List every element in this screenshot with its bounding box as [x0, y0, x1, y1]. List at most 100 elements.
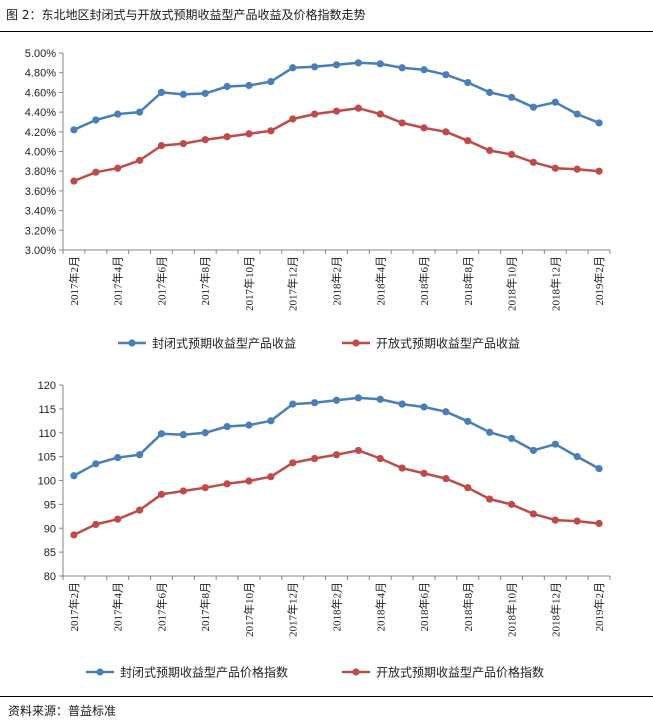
data-point	[289, 64, 297, 72]
data-point	[135, 156, 144, 164]
data-point	[464, 137, 472, 145]
x-tick-label: 2018年6月	[417, 582, 431, 632]
x-tick-label: 2017年2月	[67, 256, 81, 306]
data-point	[354, 104, 362, 112]
y-tick-label: 3.00%	[25, 245, 56, 257]
data-point	[507, 500, 516, 508]
legend-swatch-marker	[96, 668, 104, 676]
data-point	[70, 126, 78, 134]
y-tick-label: 85	[44, 547, 56, 559]
legend-swatch-marker	[128, 339, 136, 347]
data-point	[114, 110, 122, 118]
data-point	[92, 116, 100, 124]
data-point	[135, 108, 144, 116]
data-point	[398, 464, 406, 472]
data-point	[529, 158, 538, 166]
data-point	[442, 128, 450, 136]
data-point	[376, 110, 384, 118]
data-point	[70, 531, 78, 539]
x-tick-label: 2019年2月	[592, 582, 606, 632]
x-tick-label: 2017年12月	[286, 582, 300, 637]
data-point	[267, 473, 275, 481]
data-point	[311, 454, 319, 463]
y-tick-label: 110	[38, 428, 56, 440]
data-point	[573, 517, 581, 525]
data-point	[114, 164, 122, 172]
data-point	[332, 396, 341, 404]
x-tick-label: 2017年10月	[242, 582, 256, 637]
top-rule	[0, 31, 653, 32]
data-point	[332, 61, 341, 69]
y-tick-label: 4.80%	[25, 68, 56, 80]
data-point	[92, 168, 100, 176]
data-point	[135, 506, 144, 514]
data-point	[507, 150, 516, 159]
x-tick-label: 2018年4月	[373, 256, 387, 306]
y-tick-label: 80	[44, 571, 56, 583]
data-point	[267, 417, 275, 425]
data-point	[245, 421, 253, 429]
x-tick-label: 2017年12月	[286, 256, 300, 311]
y-tick-label: 4.20%	[25, 127, 56, 139]
data-point	[398, 400, 406, 408]
data-point	[135, 451, 144, 459]
y-tick-label: 3.80%	[25, 166, 56, 178]
x-tick-label: 2018年2月	[330, 582, 344, 632]
data-point	[245, 477, 253, 485]
data-point	[201, 484, 209, 492]
data-point	[486, 495, 494, 503]
x-tick-label: 2018年12月	[548, 582, 562, 637]
data-point	[332, 107, 341, 115]
x-tick-label: 2017年2月	[67, 582, 81, 632]
data-point	[376, 395, 384, 403]
legend-label: 封闭式预期收益型产品价格指数	[120, 665, 288, 680]
data-point	[179, 140, 187, 148]
data-point	[245, 130, 253, 138]
data-point	[157, 88, 166, 96]
data-point	[354, 394, 362, 402]
x-tick-label: 2018年4月	[373, 582, 387, 632]
data-point	[223, 422, 231, 431]
x-tick-label: 2017年6月	[154, 256, 168, 306]
data-point	[442, 408, 450, 416]
data-point	[551, 440, 559, 448]
data-point	[529, 510, 538, 518]
data-point	[529, 446, 538, 455]
data-point	[289, 459, 297, 467]
data-point	[464, 484, 472, 492]
series-line-1	[73, 449, 600, 537]
x-tick-label: 2017年4月	[111, 582, 125, 632]
data-point	[420, 403, 428, 411]
data-point	[157, 490, 166, 498]
data-point	[551, 164, 559, 172]
data-point	[376, 60, 384, 68]
series-line-1	[73, 106, 600, 183]
legend-label: 开放式预期收益型产品价格指数	[376, 665, 544, 680]
x-tick-label: 2017年8月	[198, 582, 212, 632]
x-tick-label: 2017年4月	[111, 256, 125, 306]
data-point	[595, 464, 603, 473]
bottom-rule	[0, 696, 653, 697]
data-point	[420, 66, 428, 74]
data-point	[223, 133, 231, 141]
source-note: 资料来源：普益标准	[8, 704, 117, 718]
y-tick-label: 120	[38, 380, 56, 392]
data-point	[157, 430, 166, 438]
data-point	[267, 77, 275, 86]
data-point	[179, 431, 187, 439]
data-point	[179, 487, 187, 495]
data-point	[398, 64, 406, 72]
x-tick-label: 2017年6月	[154, 582, 168, 632]
yield-line-chart: 3.00% 3.20% 3.40% 3.60% 3.80% 4.00% 4.20% 4.40%…	[25, 48, 611, 351]
y-tick-label: 5.00%	[25, 48, 56, 60]
x-tick-label: 2018年6月	[417, 256, 431, 306]
data-point	[486, 88, 494, 96]
data-point	[507, 434, 516, 443]
x-tick-label: 2017年10月	[242, 256, 256, 311]
series-line-0	[73, 396, 600, 477]
data-point	[289, 115, 297, 123]
data-point	[201, 429, 209, 437]
data-point	[70, 472, 78, 480]
data-point	[311, 110, 319, 118]
data-point	[573, 165, 581, 173]
